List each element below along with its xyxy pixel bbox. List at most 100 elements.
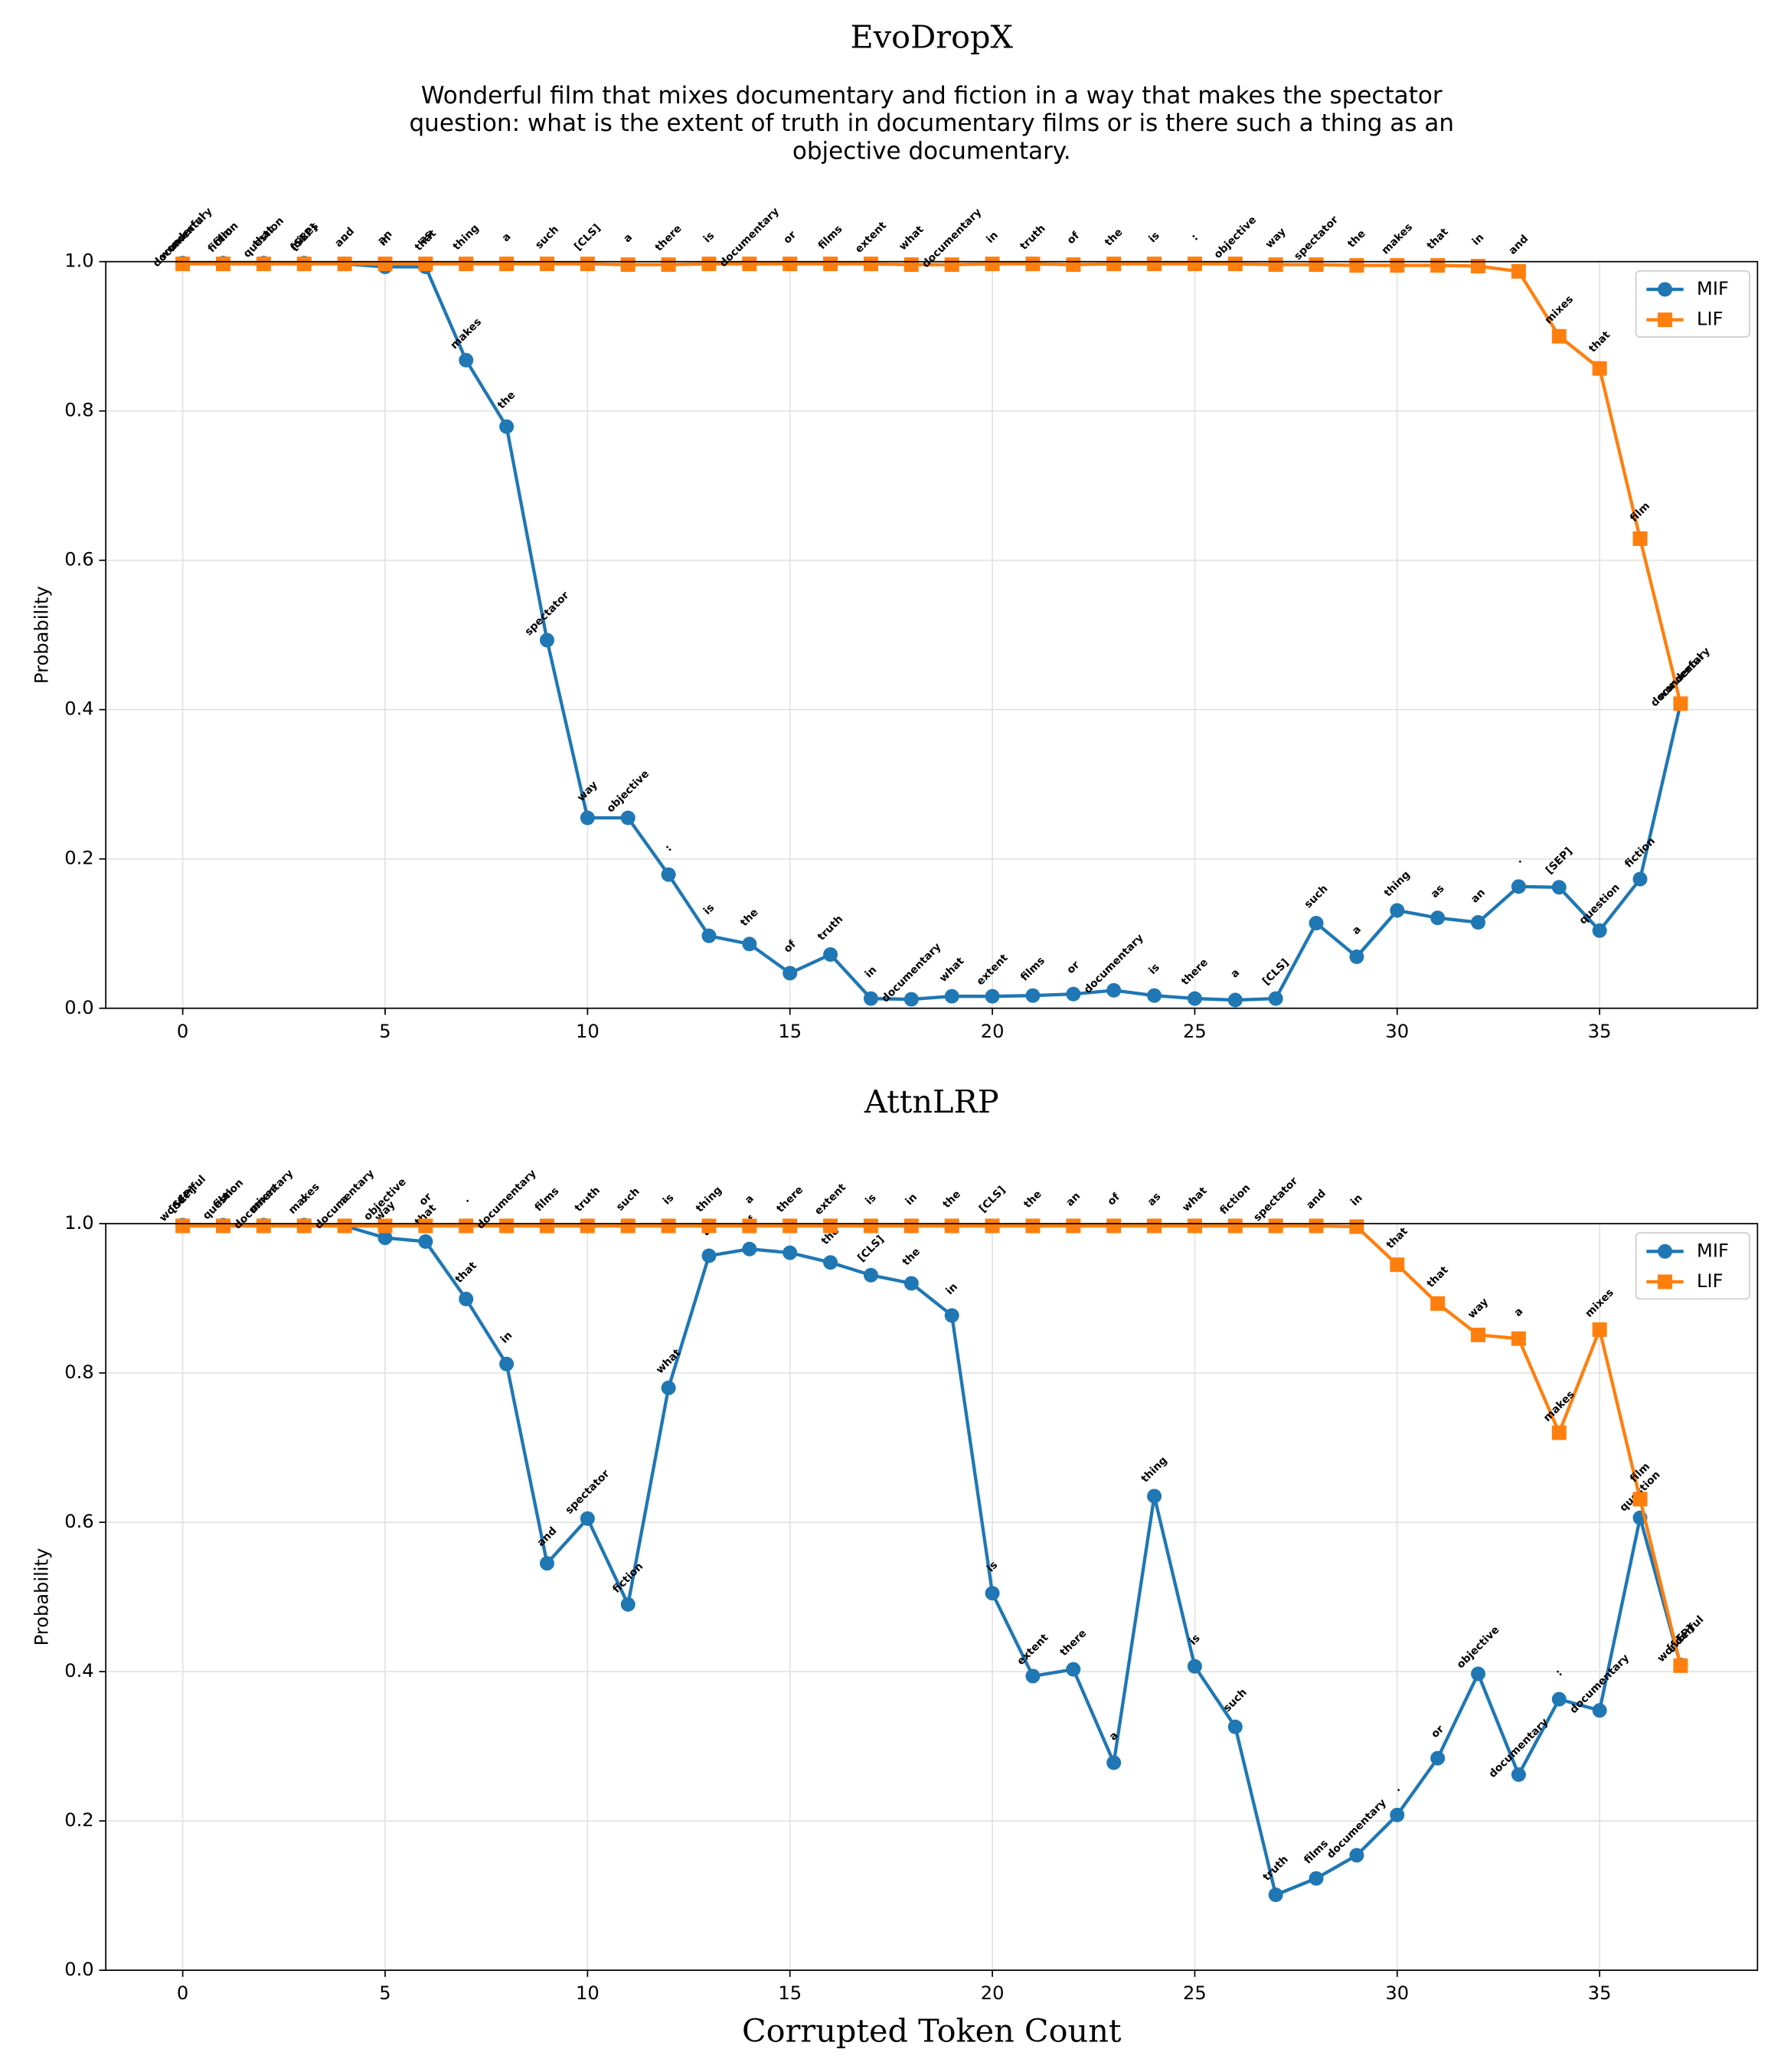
point-label: fiction (206, 220, 241, 255)
marker (499, 1218, 515, 1234)
marker (499, 419, 515, 434)
point-label: and (1304, 1188, 1328, 1212)
point-label: that (1425, 226, 1451, 252)
x-tick-label: 10 (576, 1021, 600, 1042)
legend-box (1635, 270, 1750, 338)
marker (1227, 1719, 1243, 1734)
marker (701, 1218, 717, 1234)
point-label: way (1465, 1296, 1491, 1321)
point-label: : (1554, 1667, 1565, 1678)
marker (1066, 1662, 1081, 1677)
marker (1025, 257, 1041, 272)
marker (1551, 328, 1567, 344)
point-label: what (654, 1347, 684, 1377)
marker (1106, 1755, 1122, 1770)
marker (1309, 257, 1324, 273)
marker (1592, 1322, 1607, 1338)
point-label: a (1228, 967, 1242, 981)
marker (863, 1267, 878, 1283)
point-label: an (1064, 1190, 1083, 1209)
point-label: films (816, 223, 845, 252)
x-tick-label: 35 (1588, 1021, 1612, 1042)
point-label: mixes (1543, 293, 1577, 327)
point-label: films (1018, 955, 1047, 984)
marker (377, 1218, 393, 1234)
point-label: . (1513, 855, 1524, 866)
marker (377, 257, 393, 272)
marker (459, 352, 474, 368)
point-label: films (533, 1185, 562, 1214)
marker (944, 1218, 959, 1234)
marker (1592, 361, 1607, 376)
point-label: what (897, 224, 926, 253)
y-tick-label: 0.6 (64, 1511, 93, 1532)
marker (1349, 1848, 1364, 1863)
marker (418, 257, 433, 272)
marker (783, 1245, 798, 1260)
point-label: or (781, 229, 799, 247)
marker (701, 1248, 717, 1263)
marker (539, 257, 554, 272)
marker (1430, 1750, 1446, 1766)
x-tick-label: 25 (1183, 1982, 1207, 2004)
point-label: spectator (1251, 1175, 1300, 1224)
marker (903, 257, 919, 273)
point-label: truth (1018, 222, 1047, 252)
point-label: a (1511, 1306, 1525, 1319)
marker (1147, 1218, 1162, 1234)
marker (499, 257, 515, 272)
point-label: an (376, 228, 395, 247)
marker (742, 1241, 757, 1257)
marker (1430, 910, 1446, 926)
marker (1147, 257, 1162, 272)
legend-box (1635, 1232, 1750, 1300)
point-label: wonderful (1655, 652, 1706, 703)
marker (539, 632, 554, 648)
marker (1551, 880, 1567, 895)
x-tick-label: 35 (1588, 1982, 1612, 2004)
point-label: way (1263, 226, 1289, 251)
marker (1147, 988, 1162, 1003)
point-label: the (1345, 227, 1368, 250)
marker (742, 257, 757, 272)
legend-marker (1658, 1244, 1673, 1259)
point-label: truth (573, 1185, 603, 1214)
marker (701, 257, 717, 272)
marker (1632, 1492, 1648, 1507)
marker (499, 1356, 515, 1371)
marker (1309, 1218, 1324, 1234)
x-tick-label: 20 (981, 1021, 1005, 1042)
marker (1187, 1659, 1202, 1674)
axes-frame (105, 260, 1759, 1009)
point-label: a (621, 231, 635, 245)
marker (1390, 258, 1405, 273)
chart-subtitle: question: what is the extent of truth in… (409, 109, 1454, 137)
point-label: in (943, 1281, 960, 1298)
y-tick-label: 1.0 (64, 250, 93, 272)
point-label: such (1302, 883, 1331, 911)
point-label: is (1146, 961, 1162, 976)
series-line (182, 1224, 1683, 1666)
marker (377, 1230, 393, 1246)
marker (580, 810, 595, 825)
marker (823, 1218, 838, 1234)
point-label: is (1146, 230, 1162, 245)
point-label: is (701, 230, 717, 245)
point-label: in (498, 1329, 515, 1346)
marker (1147, 1489, 1162, 1504)
point-label: the (1021, 1188, 1044, 1211)
marker (783, 257, 798, 272)
marker (1268, 1218, 1283, 1234)
marker (1187, 991, 1202, 1006)
y-tick-label: 0.8 (64, 400, 93, 421)
point-label: in (903, 1191, 920, 1208)
marker (620, 810, 636, 825)
marker (1430, 1296, 1446, 1311)
marker (863, 1218, 878, 1234)
point-label: thing (694, 1184, 724, 1214)
marker (1227, 992, 1243, 1008)
marker (620, 257, 636, 273)
legend-marker (1658, 1274, 1673, 1289)
point-label: . (460, 1194, 472, 1205)
